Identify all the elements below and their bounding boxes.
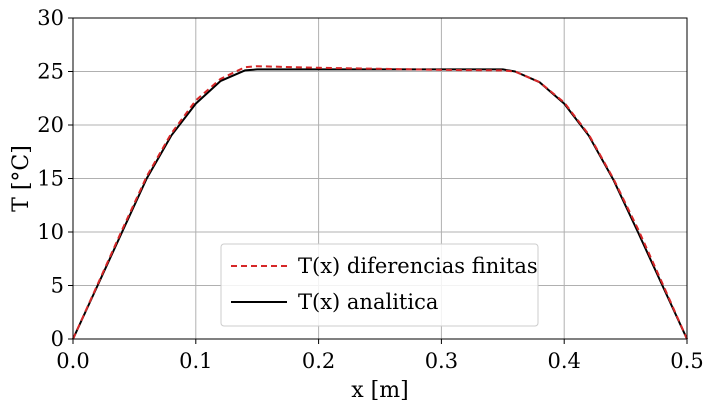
y-tick-label: 20 [37, 113, 64, 137]
y-tick-label: 0 [51, 327, 64, 351]
y-tick-label: 10 [37, 220, 64, 244]
legend-label-analytic: T(x) analitica [298, 290, 438, 314]
y-tick-label: 5 [51, 274, 64, 298]
y-axis-label: T [°C] [9, 145, 34, 212]
legend-box [220, 243, 539, 327]
series-layer [72, 65, 688, 340]
legend: T(x) diferencias finitas T(x) analitica [220, 243, 539, 327]
x-tick-label: 0.0 [56, 349, 89, 373]
y-tick-label: 15 [37, 167, 64, 191]
ticks: 0.0 0.1 0.2 0.3 0.4 0.5 0 5 10 15 20 25 30 [37, 6, 703, 373]
x-axis-label: x [m] [351, 378, 408, 403]
x-tick-label: 0.2 [302, 349, 335, 373]
x-tick-label: 0.3 [425, 349, 458, 373]
y-tick-label: 30 [37, 6, 64, 30]
series-line-finite-differences [72, 65, 688, 340]
legend-label-finite-differences: T(x) diferencias finitas [298, 254, 538, 278]
x-tick-label: 0.4 [547, 349, 580, 373]
y-tick-label: 25 [37, 60, 64, 84]
x-tick-label: 0.1 [179, 349, 212, 373]
x-tick-label: 0.5 [670, 349, 703, 373]
